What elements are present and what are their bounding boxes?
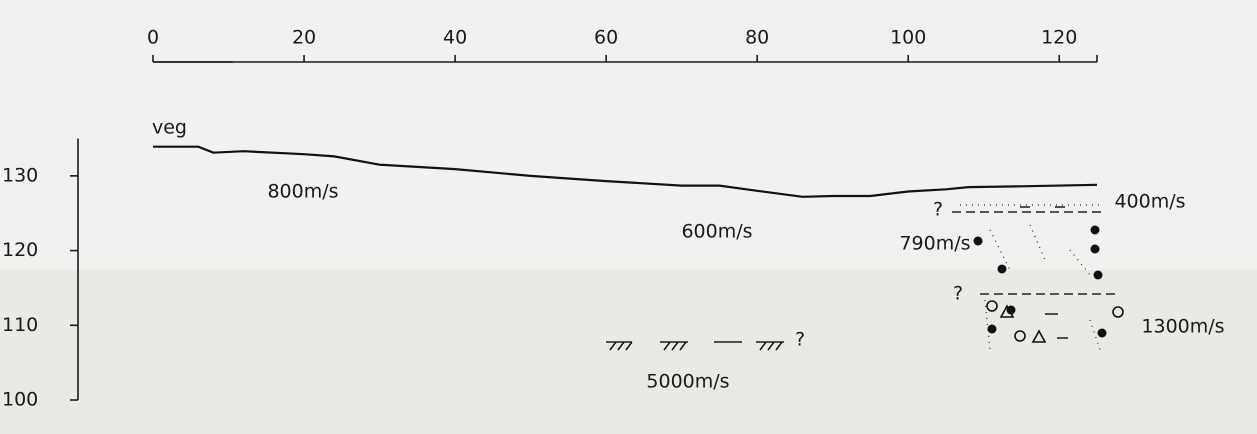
y-tick-label: 130 [2,164,38,186]
annotation: ? [795,329,805,351]
dot [998,265,1007,274]
annotation: 400m/s [1114,191,1185,213]
dot [1091,245,1100,254]
x-tick-label: 20 [292,27,316,49]
chart: 0 20 40 60 80 100 120 100 110 120 130 veg 800m/s 600m… [0,0,1257,434]
annotation: 790m/s [899,233,970,255]
x-tick-label: 40 [443,27,467,49]
dot [1091,226,1100,235]
annotation: 1300m/s [1141,316,1224,338]
x-tick-label: 120 [1041,27,1077,49]
dot [974,237,983,246]
annotation: 600m/s [681,221,752,243]
dot [1098,329,1107,338]
dot [988,325,997,334]
annotation: veg [152,117,187,139]
y-tick-label: 100 [2,389,38,411]
annotation: 5000m/s [646,371,729,393]
annotation: ? [953,283,963,305]
annotation: 800m/s [267,181,338,203]
annotation: ? [933,199,943,221]
dot [1094,271,1103,280]
x-tick-label: 60 [594,27,618,49]
x-tick-label: 100 [890,27,926,49]
x-tick-label: 80 [745,27,769,49]
x-tick-label: 0 [147,27,159,49]
y-tick-label: 110 [2,314,38,336]
y-tick-label: 120 [2,239,38,261]
